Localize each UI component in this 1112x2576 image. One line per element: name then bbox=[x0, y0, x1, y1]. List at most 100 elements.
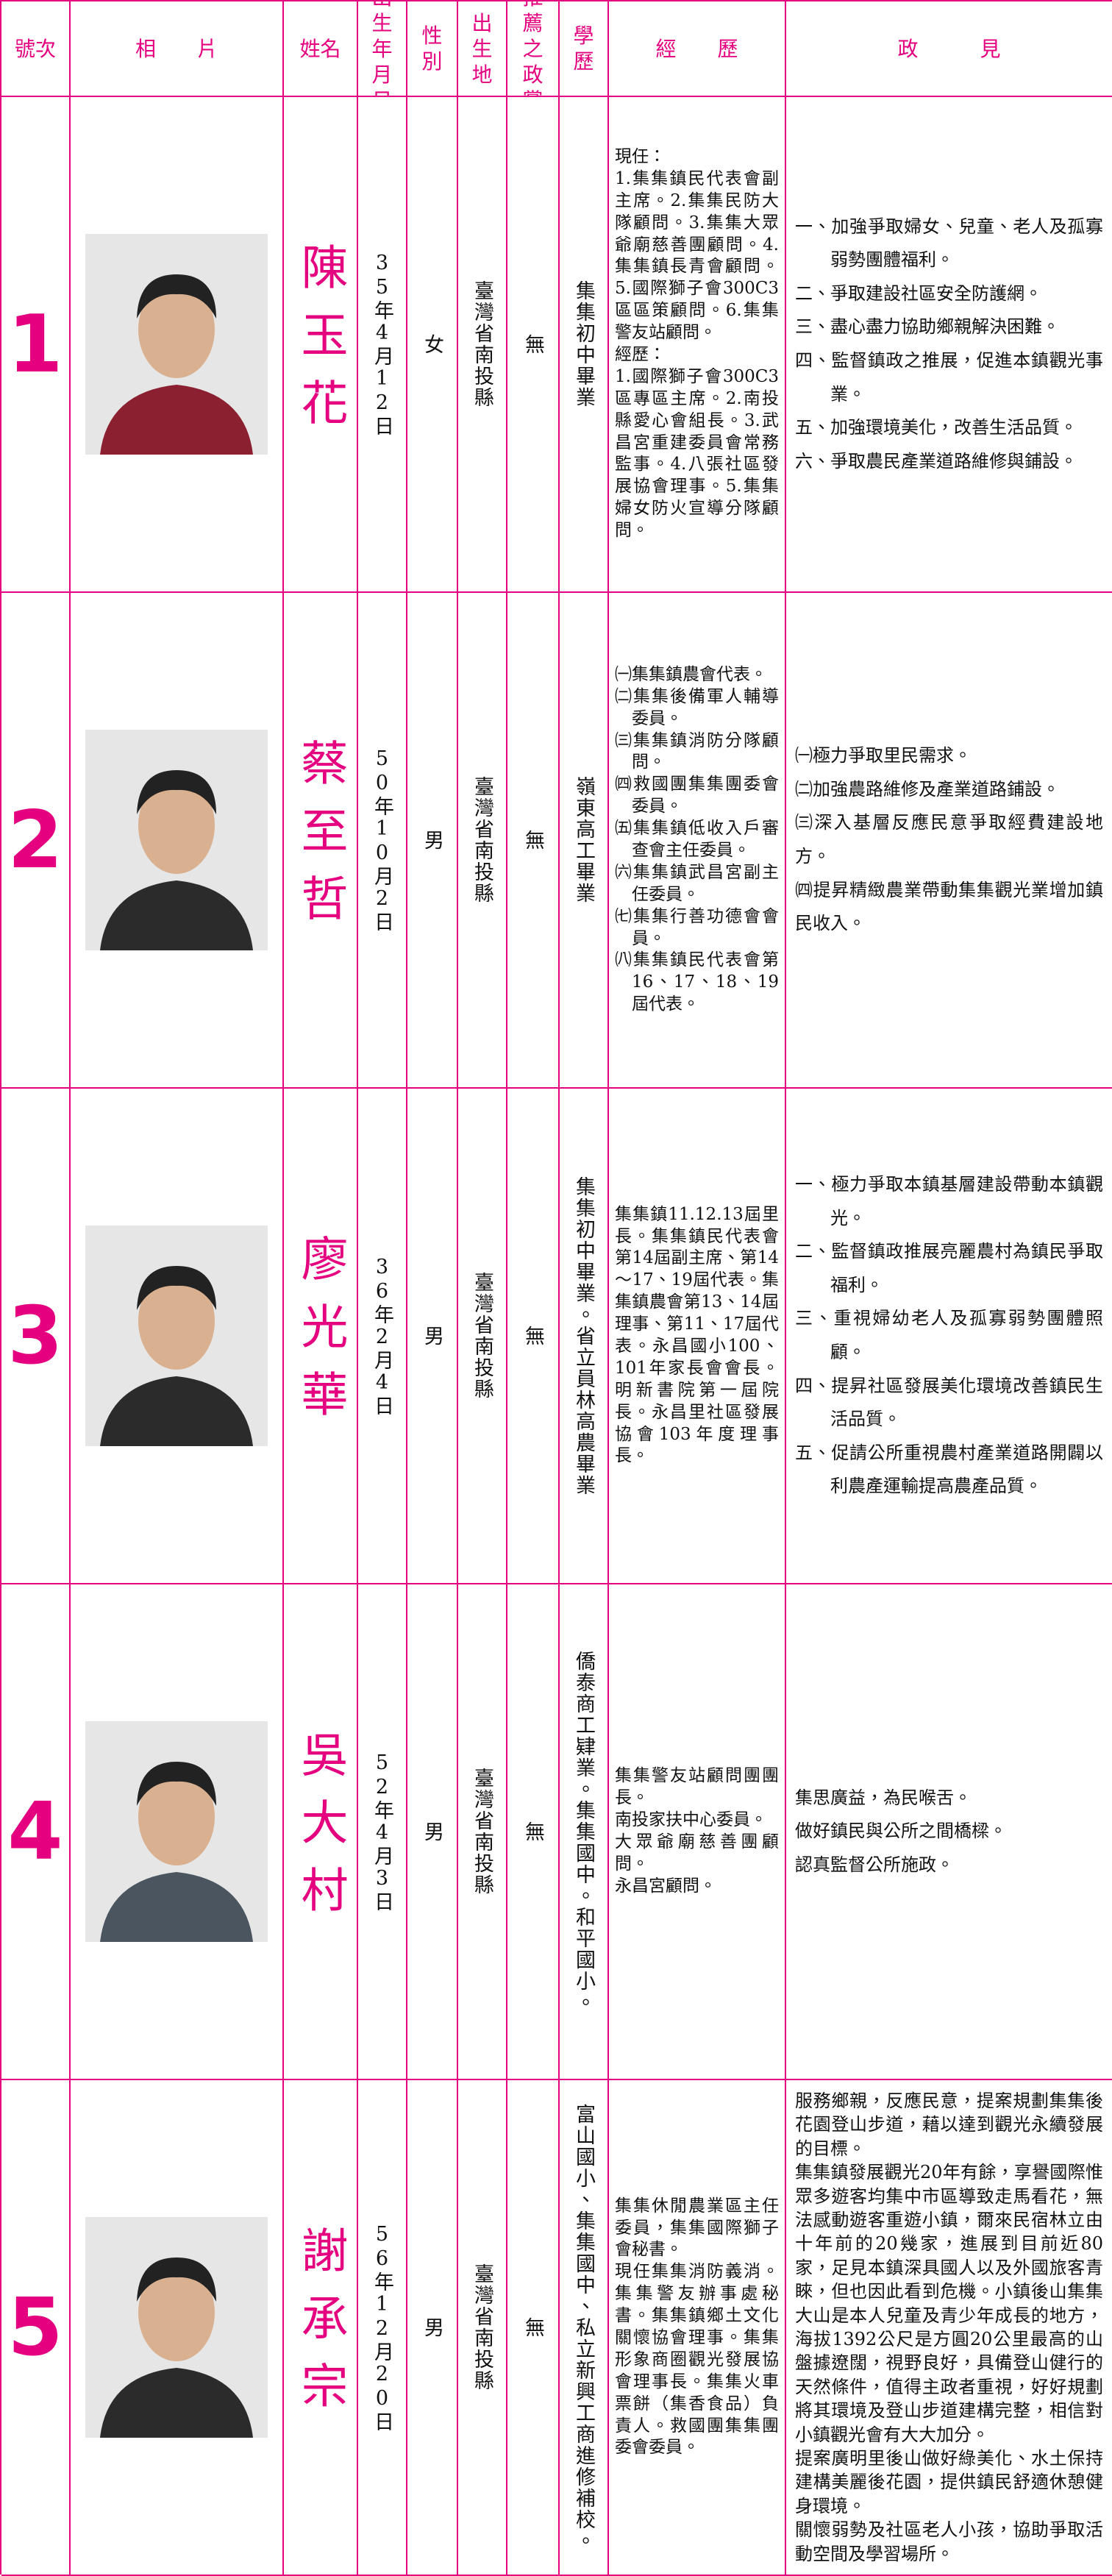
birthplace: 臺灣省南投縣 bbox=[458, 1089, 507, 1584]
birth-date: 50年10月2日 bbox=[358, 593, 407, 1089]
birthplace: 臺灣省南投縣 bbox=[458, 97, 507, 593]
experience-item: 集集警友站顧問團團長。 bbox=[615, 1766, 779, 1808]
education: 嶺東高工畢業 bbox=[560, 593, 609, 1089]
party-text: 無 bbox=[521, 2316, 544, 2338]
sex: 男 bbox=[407, 2080, 458, 2576]
experience-item: ㈠集集鎮農會代表。 bbox=[615, 664, 767, 684]
platform-item: 二、監督鎮政推展亮麗農村為鎮民爭取福利。 bbox=[795, 1241, 1103, 1295]
experience-item: ㈣救國團集集團委會委員。 bbox=[615, 775, 779, 816]
party: 無 bbox=[507, 593, 560, 1089]
experience-item: 集集休閒農業區主任委員，集集國際獅子會秘書。 bbox=[615, 2196, 779, 2260]
experience-item: ㈧集集鎮民代表會第16、17、18、19屆代表。 bbox=[615, 950, 779, 1014]
platform-item: ㈣提昇精緻農業帶動集集觀光業增加鎮民收入。 bbox=[795, 879, 1103, 934]
sex: 男 bbox=[407, 1089, 458, 1584]
experience-item: ㈡集集後備軍人輔導委員。 bbox=[615, 686, 779, 728]
header-cell: 出生年月日 bbox=[358, 1, 407, 97]
header-cell: 學歷 bbox=[560, 1, 609, 97]
experience-item: 永昌宮顧問。 bbox=[615, 1876, 716, 1896]
header-cell: 相 片 bbox=[71, 1, 284, 97]
candidate-number: 4 bbox=[1, 1584, 71, 2080]
platform-item: 五、加強環境美化，改善生活品質。 bbox=[795, 417, 1077, 438]
experience-item: 集集鎮11.12.13屆里長。集集鎮民代表會第14屆副主席、第14～17、19屆… bbox=[615, 1204, 779, 1466]
birthplace: 臺灣省南投縣 bbox=[458, 593, 507, 1089]
experience-item: ㈢集集鎮消防分隊顧問。 bbox=[615, 730, 779, 772]
experience: 集集鎮11.12.13屆里長。集集鎮民代表會第14屆副主席、第14～17、19屆… bbox=[609, 1089, 786, 1584]
sex-text: 男 bbox=[421, 2316, 443, 2338]
header-cell: 政 見 bbox=[786, 1, 1112, 97]
candidate-photo bbox=[85, 730, 268, 950]
candidate-photo bbox=[85, 1721, 268, 1942]
candidate-name: 蔡至哲 bbox=[284, 593, 358, 1089]
platform: 服務鄉親，反應民意，提案規劃集集後花園登山步道，藉以達到觀光永續發展的目標。 集集… bbox=[786, 2080, 1112, 2576]
education-text: 僑泰商工肄業。集集國中。和平國小。 bbox=[572, 1650, 595, 2013]
platform-item: 一、加強爭取婦女、兒童、老人及孤寡弱勢團體福利。 bbox=[795, 216, 1103, 271]
photo-cell bbox=[71, 1584, 284, 2080]
platform: 一、加強爭取婦女、兒童、老人及孤寡弱勢團體福利。二、爭取建設社區安全防護網。 三、… bbox=[786, 97, 1112, 593]
platform-item: ㈢深入基層反應民意爭取經費建設地方。 bbox=[795, 812, 1103, 867]
party: 無 bbox=[507, 1089, 560, 1584]
birth-date-text: 36年2月4日 bbox=[371, 1255, 393, 1417]
experience-item: ㈦集集行善功德會會員。 bbox=[615, 906, 779, 948]
education: 集集初中畢業。省立員林高農畢業 bbox=[560, 1089, 609, 1584]
birth-date-text: 56年12月20日 bbox=[371, 2222, 393, 2433]
photo-cell bbox=[71, 1089, 284, 1584]
birthplace-text: 臺灣省南投縣 bbox=[471, 1272, 493, 1400]
experience-item: 1.集集鎮民代表會副主席。2.集集民防大隊顧問。3.集集大眾爺廟慈善團顧問。4.… bbox=[615, 168, 779, 343]
education: 集集初中畢業 bbox=[560, 97, 609, 593]
photo-cell bbox=[71, 2080, 284, 2576]
sex: 男 bbox=[407, 593, 458, 1089]
platform-item: 二、爭取建設社區安全防護網。 bbox=[795, 282, 1042, 304]
platform-item: ㈠極力爭取里民需求。 bbox=[795, 745, 972, 766]
platform: 一、極力爭取本鎮基層建設帶動本鎮觀光。 二、監督鎮政推展亮麗農村為鎮民爭取福利。三… bbox=[786, 1089, 1112, 1584]
header-cell: 出生地 bbox=[458, 1, 507, 97]
birth-date-text: 50年10月2日 bbox=[371, 747, 393, 933]
platform-item: 五、促請公所重視農村產業道路開闢以利農產運輸提高農產品質。 bbox=[795, 1442, 1103, 1497]
sex-text: 男 bbox=[421, 1821, 443, 1843]
birth-date: 36年2月4日 bbox=[358, 1089, 407, 1584]
experience-item: 大眾爺廟慈善團顧問。 bbox=[615, 1832, 779, 1874]
platform-item: 四、提昇社區發展美化環境改善鎮民生活品質。 bbox=[795, 1375, 1103, 1430]
platform-item: 集思廣益，為民喉舌。 bbox=[795, 1787, 972, 1808]
education-text: 集集初中畢業。省立員林高農畢業 bbox=[572, 1175, 595, 1496]
birth-date-text: 35年4月12日 bbox=[371, 252, 393, 437]
candidate-name: 謝承宗 bbox=[284, 2080, 358, 2576]
header-cell: 經 歷 bbox=[609, 1, 786, 97]
party: 無 bbox=[507, 1584, 560, 2080]
experience-item: 南投家扶中心委員。 bbox=[615, 1810, 767, 1830]
header-cell: 姓名 bbox=[284, 1, 358, 97]
birth-date: 56年12月20日 bbox=[358, 2080, 407, 2576]
candidate-number: 5 bbox=[1, 2080, 71, 2576]
birthplace-text: 臺灣省南投縣 bbox=[471, 1768, 493, 1896]
party: 無 bbox=[507, 2080, 560, 2576]
birthplace: 臺灣省南投縣 bbox=[458, 1584, 507, 2080]
birth-date: 52年4月3日 bbox=[358, 1584, 407, 2080]
header-cell: 推薦之政黨 bbox=[507, 1, 560, 97]
platform-item: ㈡加強農路維修及產業道路鋪設。 bbox=[795, 778, 1060, 800]
experience-item: 現任集集消防義消。集集警友辦事處秘書。集集鎮鄉土文化關懷協會理事。集集形象商圈觀… bbox=[615, 2262, 779, 2458]
platform-item: 關懷弱勢及社區老人小孩，協助爭取活動空間及學習場所。 bbox=[795, 2519, 1103, 2564]
candidate-photo bbox=[85, 1225, 268, 1446]
sex-text: 女 bbox=[421, 333, 443, 355]
platform: 集思廣益，為民喉舌。 做好鎮民與公所之間橋樑。 認真監督公所施政。 bbox=[786, 1584, 1112, 2080]
experience-item: ㈥集集鎮武昌宮副主任委員。 bbox=[615, 862, 779, 904]
birthplace-text: 臺灣省南投縣 bbox=[471, 2263, 493, 2391]
platform: ㈠極力爭取里民需求。㈡加強農路維修及產業道路鋪設。㈢深入基層反應民意爭取經費建設… bbox=[786, 593, 1112, 1089]
platform-item: 三、盡心盡力協助鄉親解決困難。 bbox=[795, 316, 1060, 338]
platform-item: 六、爭取農民產業道路維修與鋪設。 bbox=[795, 450, 1077, 472]
education: 富山國小、集集國中、私立新興工商進修補校。 bbox=[560, 2080, 609, 2576]
candidate-name: 陳玉花 bbox=[284, 97, 358, 593]
birth-date-text: 52年4月3日 bbox=[371, 1751, 393, 1913]
experience: 現任： 1.集集鎮民代表會副主席。2.集集民防大隊顧問。3.集集大眾爺廟慈善團顧問… bbox=[609, 97, 786, 593]
education-text: 集集初中畢業 bbox=[572, 280, 595, 408]
birthplace-text: 臺灣省南投縣 bbox=[471, 280, 493, 408]
candidate-photo bbox=[85, 234, 268, 455]
header-cell: 號次 bbox=[1, 1, 71, 97]
party-text: 無 bbox=[521, 333, 544, 355]
party-text: 無 bbox=[521, 1821, 544, 1843]
photo-cell bbox=[71, 97, 284, 593]
experience: ㈠集集鎮農會代表。 ㈡集集後備軍人輔導委員。 ㈢集集鎮消防分隊顧問。 ㈣救國團集集團委… bbox=[609, 593, 786, 1089]
experience: 集集休閒農業區主任委員，集集國際獅子會秘書。 現任集集消防義消。集集警友辦事處秘書… bbox=[609, 2080, 786, 2576]
candidate-name-text: 謝承宗 bbox=[293, 2226, 348, 2429]
birthplace: 臺灣省南投縣 bbox=[458, 2080, 507, 2576]
